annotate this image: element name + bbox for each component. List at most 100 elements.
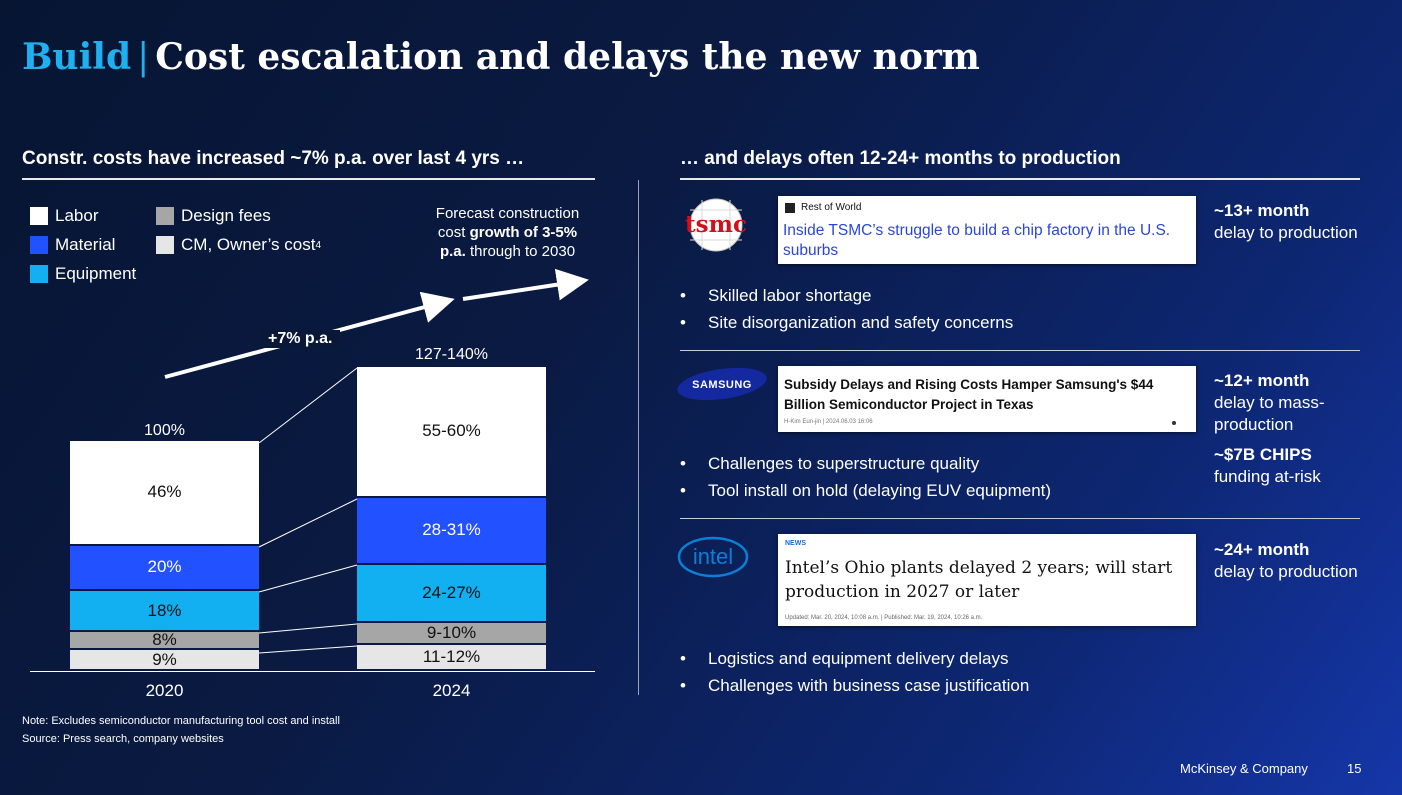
bar-value-label: 18%: [147, 600, 182, 620]
samsung-delay-bold: ~12+ month: [1214, 371, 1310, 390]
samsung-delay: ~12+ month delay to mass-production: [1214, 370, 1364, 436]
forecast-line3-post: through to 2030: [465, 243, 576, 260]
legend-swatch-labor: [30, 207, 48, 225]
bar-total-2020: 100%: [144, 422, 185, 439]
x-tick-2020: 2020: [145, 681, 184, 700]
chart-baseline: [30, 671, 595, 672]
intel-delay-rest: delay to production: [1214, 562, 1358, 581]
intel-logo-text: intel: [693, 544, 733, 569]
intel-logo: intel: [677, 536, 749, 578]
tsmc-bullet-1: Skilled labor shortage: [680, 286, 871, 306]
legend-equipment: Equipment: [30, 264, 136, 284]
tsmc-bullet-2: Site disorganization and safety concerns: [680, 313, 1013, 333]
legend-label-equipment: Equipment: [55, 264, 137, 283]
dot-icon: [1172, 421, 1176, 425]
legend-design-fees: Design fees: [156, 206, 271, 226]
bar-segment-design-fees-2024: 9-10%: [357, 623, 546, 643]
footer-brand: McKinsey & Company: [1180, 761, 1308, 776]
legend-labor: Labor: [30, 206, 98, 226]
bar-value-label: 55-60%: [422, 421, 481, 441]
tsmc-logo: tsmc: [685, 198, 747, 252]
intel-bullet-2: Challenges with business case justificat…: [680, 676, 1029, 696]
left-heading-rule: [22, 178, 595, 180]
bar-value-label: 8%: [152, 630, 177, 650]
samsung-card-meta: H-Kim Eun-jin | 2024.06.03 16:06: [784, 419, 873, 425]
forecast-line1: Forecast construction: [435, 205, 580, 222]
bar-segment-material-2024: 28-31%: [357, 497, 546, 563]
bar-segment-design-fees-2020: 8%: [70, 630, 259, 650]
case-divider-1: [680, 350, 1360, 351]
bar-segment-equipment-2020: 18%: [70, 591, 259, 631]
bar-value-label: 11-12%: [422, 646, 481, 666]
samsung-chips-funding: ~$7B CHIPS funding at-risk: [1214, 444, 1364, 488]
bar-value-label: 46%: [147, 482, 182, 502]
tsmc-delay: ~13+ month delay to production: [1214, 200, 1364, 244]
legend-swatch-design-fees: [156, 207, 174, 225]
left-heading: Constr. costs have increased ~7% p.a. ov…: [22, 148, 525, 169]
x-tick-2024: 2024: [432, 681, 471, 700]
legend-label-cm-owner: CM, Owner’s cost: [181, 235, 316, 254]
legend-swatch-equipment: [30, 265, 48, 283]
forecast-line2-pre: cost: [437, 224, 470, 241]
bar-value-label: 9-10%: [426, 622, 477, 642]
source-note: Source: Press search, company websites: [22, 733, 224, 745]
intel-delay-bold: ~24+ month: [1214, 540, 1310, 559]
source-logo-icon: [785, 202, 795, 213]
news-card-intel[interactable]: NEWS Intel’s Ohio plants delayed 2 years…: [778, 534, 1196, 626]
intel-delay: ~24+ month delay to production: [1214, 539, 1364, 583]
intel-bullet-1: Logistics and equipment delivery delays: [680, 649, 1009, 669]
forecast-line3-bold: p.a.: [439, 243, 466, 260]
samsung-logo: SAMSUNG: [677, 367, 767, 401]
page-number: 15: [1347, 761, 1362, 776]
connector-total: [258, 367, 358, 444]
intel-card-meta: Updated: Mar. 20, 2024, 10:08 a.m. | Pub…: [785, 615, 983, 621]
bar-value-label: 20%: [147, 557, 182, 577]
bar-segment-cm-owner-s-cost-2020: 9%: [70, 650, 259, 669]
legend-swatch-material: [30, 236, 48, 254]
connector-design: [258, 645, 358, 654]
slide-title: Build | Cost escalation and delays the new…: [22, 36, 980, 78]
chips-rest: funding at-risk: [1214, 467, 1321, 486]
tsmc-delay-rest: delay to production: [1214, 223, 1358, 242]
samsung-bullet-1: Challenges to superstructure quality: [680, 454, 979, 474]
legend-label-material: Material: [55, 235, 116, 254]
tsmc-logo-text: tsmc: [685, 211, 747, 238]
bar-segment-cm-owner-s-cost-2024: 11-12%: [357, 644, 546, 669]
tsmc-delay-bold: ~13+ month: [1214, 201, 1310, 220]
bar-segment-labor-2020: 46%: [70, 440, 259, 544]
legend-material: Material: [30, 235, 115, 255]
samsung-bullet-2: Tool install on hold (delaying EUV equip…: [680, 481, 1051, 501]
connector-equipment: [258, 623, 358, 634]
samsung-card-headline[interactable]: Subsidy Delays and Rising Costs Hamper S…: [784, 377, 1154, 412]
intel-card-headline[interactable]: Intel’s Ohio plants delayed 2 years; wil…: [785, 558, 1173, 602]
footnote: Note: Excludes semiconductor manufacturi…: [22, 715, 340, 727]
bar-value-label: 24-27%: [422, 583, 481, 603]
right-heading: … and delays often 12-24+ months to prod…: [680, 148, 1121, 169]
forecast-line2-bold: growth of 3-5%: [469, 224, 578, 241]
growth-label: +7% p.a.: [260, 330, 341, 348]
legend-label-design-fees: Design fees: [181, 206, 271, 225]
tsmc-card-source-label: Rest of World: [801, 202, 862, 213]
tsmc-card-headline[interactable]: Inside TSMC’s struggle to build a chip f…: [783, 222, 1171, 259]
samsung-logo-text: SAMSUNG: [692, 379, 752, 391]
connector-labor: [258, 498, 358, 548]
bar-total-2024: 127-140%: [415, 346, 488, 363]
legend-label-labor: Labor: [55, 206, 99, 225]
connector-material: [258, 564, 358, 593]
title-main: Cost escalation and delays the new norm: [155, 36, 980, 78]
samsung-delay-rest: delay to mass-production: [1214, 393, 1325, 434]
chips-bold: ~$7B CHIPS: [1214, 445, 1312, 464]
bar-segment-material-2020: 20%: [70, 545, 259, 590]
title-accent: Build: [22, 36, 132, 78]
forecast-note: Forecast construction cost growth of 3-5…: [410, 204, 605, 261]
bar-segment-labor-2024: 55-60%: [357, 366, 546, 496]
case-divider-2: [680, 518, 1360, 519]
growth-arrow-forecast: [462, 268, 589, 301]
section-divider: [638, 180, 639, 695]
tsmc-card-source: Rest of World: [785, 202, 861, 213]
title-separator: |: [137, 37, 150, 78]
news-card-samsung[interactable]: Subsidy Delays and Rising Costs Hamper S…: [778, 366, 1196, 432]
news-card-tsmc[interactable]: Rest of World Inside TSMC’s struggle to …: [778, 196, 1196, 264]
right-heading-rule: [680, 178, 1360, 180]
